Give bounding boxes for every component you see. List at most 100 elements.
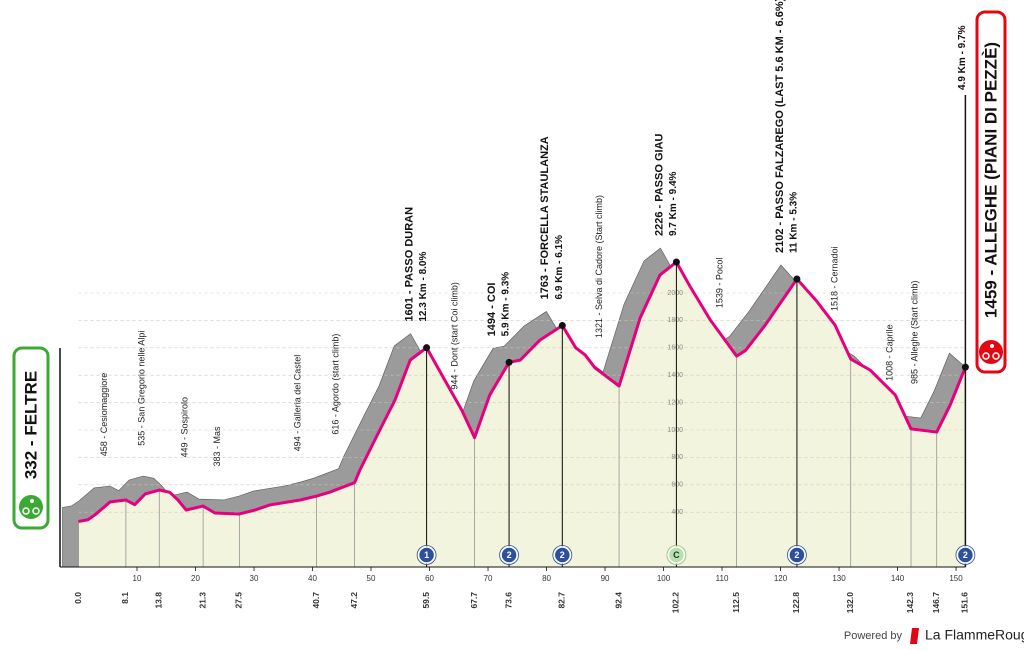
km-marker-label: 67.7 bbox=[469, 592, 479, 609]
x-tick-label: 130 bbox=[832, 574, 846, 583]
category-label: 2 bbox=[560, 550, 565, 560]
category-badge-ring bbox=[787, 545, 807, 565]
place-label: 616 - Agordo (start climb) bbox=[330, 334, 340, 435]
climb-label: 2226 - PASSO GIAU bbox=[653, 133, 665, 236]
km-marker-label: 112.5 bbox=[731, 592, 741, 613]
category-label: 1 bbox=[424, 550, 429, 560]
climb-detail: 12.3 Km - 8.0% bbox=[418, 252, 429, 322]
icon-wheel bbox=[982, 352, 990, 360]
km-marker-label: 122.8 bbox=[791, 592, 801, 614]
climb-detail: 6.9 Km - 6.1% bbox=[554, 235, 565, 300]
category-badge bbox=[956, 546, 975, 564]
x-tick-label: 10 bbox=[133, 574, 142, 583]
km-marker-label: 59.5 bbox=[421, 592, 431, 609]
place-label: 535 - San Gregorio nelle Alpi bbox=[137, 331, 147, 446]
x-tick-label: 20 bbox=[191, 574, 200, 583]
category-badge-ring bbox=[955, 545, 976, 565]
profile-fill bbox=[78, 262, 966, 567]
place-label: 985 - Alleghe (Start climb) bbox=[909, 281, 919, 385]
km-marker-label: 8.1 bbox=[120, 592, 130, 604]
place-label: 458 - Cesiomaggiore bbox=[99, 373, 109, 457]
km-marker-label: 142.3 bbox=[905, 592, 915, 614]
km-marker-label: 102.2 bbox=[671, 592, 681, 614]
km-marker-label: 0.0 bbox=[73, 592, 83, 604]
summit-dot bbox=[423, 344, 431, 352]
category-label: C bbox=[673, 550, 680, 560]
km-marker-label: 82.7 bbox=[557, 592, 567, 609]
km-marker-label: 13.8 bbox=[153, 592, 163, 609]
icon-wheel bbox=[22, 507, 30, 515]
km-marker-label: 92.4 bbox=[613, 592, 623, 609]
x-tick-label: 50 bbox=[367, 574, 376, 583]
y-tick-label: 1400 bbox=[667, 372, 683, 379]
category-badge-ring bbox=[552, 545, 573, 565]
category-badge bbox=[500, 546, 518, 564]
x-tick-label: 110 bbox=[716, 574, 729, 583]
climb-label: 1494 - COI bbox=[486, 283, 498, 337]
category-label: 2 bbox=[794, 550, 799, 560]
km-marker-label: 47.2 bbox=[349, 592, 359, 609]
finish-icon bbox=[979, 340, 1003, 364]
place-label: 1008 - Caprile bbox=[884, 324, 894, 381]
climb-detail: 9.7 Km - 9.4% bbox=[668, 171, 679, 236]
place-label: 1321 - Selva di Cadore (Start climb) bbox=[594, 195, 604, 338]
x-tick-label: 70 bbox=[484, 574, 493, 583]
place-label: 383 - Mas bbox=[212, 426, 222, 467]
x-tick-label: 80 bbox=[542, 574, 551, 583]
brand-logo bbox=[910, 628, 919, 644]
icon-wheel bbox=[32, 507, 40, 515]
category-label: 2 bbox=[963, 550, 968, 560]
y-tick-label: 400 bbox=[671, 509, 683, 516]
summit-dot bbox=[558, 321, 566, 329]
category-badge bbox=[553, 546, 572, 564]
icon-head bbox=[990, 344, 994, 348]
finish-box bbox=[975, 10, 1007, 374]
x-tick-label: 90 bbox=[601, 574, 610, 583]
y-tick-label: 600 bbox=[671, 482, 683, 489]
start-label: 332 - FELTRE bbox=[21, 371, 40, 479]
icon-head bbox=[30, 499, 34, 503]
climb-label: 1601 - PASSO DURAN bbox=[403, 207, 415, 322]
x-tick-label: 150 bbox=[949, 574, 963, 583]
category-badge-ring bbox=[666, 545, 687, 565]
y-tick-label: 1600 bbox=[667, 345, 683, 352]
x-tick-label: 30 bbox=[250, 574, 259, 583]
place-label: 449 - Sospirolo bbox=[179, 397, 189, 458]
x-tick-label: 100 bbox=[657, 574, 671, 583]
summit-dot bbox=[672, 258, 680, 266]
category-badge bbox=[417, 546, 436, 564]
km-marker-label: 27.5 bbox=[234, 592, 244, 609]
start-box bbox=[12, 346, 50, 530]
km-marker-label: 146.7 bbox=[931, 592, 941, 614]
climb-label: 1763 - FORCELLA STAULANZA bbox=[539, 136, 551, 299]
category-badge-ring bbox=[416, 545, 437, 565]
y-tick-label: 1800 bbox=[667, 317, 683, 324]
climb-detail: 11 Km - 5.3% bbox=[789, 192, 800, 253]
summit-dot bbox=[793, 275, 801, 283]
powered-by: Powered by bbox=[844, 630, 903, 642]
climb-detail: 5.9 Km - 9.3% bbox=[501, 272, 512, 337]
category-badge-ring bbox=[499, 545, 519, 565]
finish-label: 1459 - ALLEGHE (PIANI DI PEZZÈ) bbox=[981, 42, 1000, 318]
y-tick-label: 1000 bbox=[667, 427, 683, 434]
x-tick-label: 40 bbox=[308, 574, 317, 583]
x-tick-label: 60 bbox=[425, 574, 434, 583]
km-marker-label: 132.0 bbox=[845, 592, 855, 614]
place-label: 1518 - Cernadoi bbox=[829, 246, 839, 311]
finish-climb: 4.9 Km - 9.7% bbox=[957, 25, 968, 90]
x-tick-label: 140 bbox=[891, 574, 905, 583]
km-marker-label: 73.6 bbox=[503, 592, 513, 609]
km-marker-label: 21.3 bbox=[197, 592, 207, 609]
y-tick-label: 1200 bbox=[667, 399, 683, 406]
y-tick-label: 800 bbox=[671, 454, 683, 461]
brand: La FlammeRouge bbox=[925, 627, 1024, 643]
place-label: 1539 - Pocol bbox=[715, 258, 725, 309]
x-tick-label: 120 bbox=[774, 574, 788, 583]
km-marker-label: 151.6 bbox=[960, 592, 970, 614]
km-marker-label: 40.7 bbox=[311, 592, 321, 609]
category-badge bbox=[667, 546, 686, 564]
category-badge bbox=[788, 546, 806, 564]
place-label: 494 - Galleria del Castel bbox=[292, 355, 302, 452]
